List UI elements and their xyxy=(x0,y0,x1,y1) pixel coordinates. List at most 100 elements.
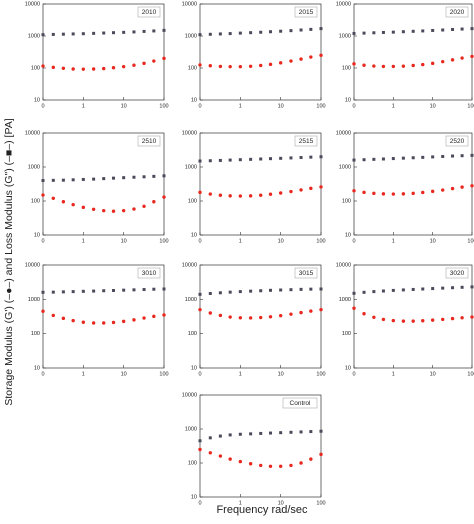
marker-circle xyxy=(259,63,263,68)
marker-circle xyxy=(460,56,464,60)
x-tick-label: 0 xyxy=(352,371,355,377)
panel-label: 2520 xyxy=(450,138,465,145)
marker-square xyxy=(431,287,435,291)
marker-circle xyxy=(81,205,86,210)
y-tick-label: 1000 xyxy=(185,164,197,170)
marker-square xyxy=(198,292,202,296)
marker-square xyxy=(299,156,303,160)
marker-circle xyxy=(208,451,212,455)
marker-circle xyxy=(41,64,45,68)
y-tick-label: 1000 xyxy=(185,33,197,39)
marker-square xyxy=(218,291,222,295)
y-tick-label: 10000 xyxy=(25,262,40,268)
marker-circle xyxy=(470,54,474,59)
marker-circle xyxy=(132,318,136,322)
marker-circle xyxy=(352,306,356,310)
x-tick-label: 10 xyxy=(278,238,284,244)
marker-square xyxy=(238,290,242,294)
marker-circle xyxy=(362,63,366,67)
panel-label: 2020 xyxy=(450,9,465,16)
y-tick-label: 10000 xyxy=(182,1,197,7)
panel-label-box xyxy=(445,135,469,147)
marker-square xyxy=(208,159,212,163)
marker-circle xyxy=(162,56,166,61)
marker-square xyxy=(81,177,85,181)
marker-circle xyxy=(319,452,323,457)
marker-circle xyxy=(162,195,166,199)
marker-square xyxy=(228,290,232,294)
marker-square xyxy=(61,32,65,36)
marker-circle xyxy=(362,190,366,195)
x-tick-label: 100 xyxy=(316,103,325,109)
marker-square xyxy=(299,430,303,434)
marker-circle xyxy=(102,66,106,71)
x-axis-label: Frequency rad/sec xyxy=(216,504,308,516)
marker-square xyxy=(460,27,464,31)
marker-square xyxy=(142,175,146,179)
marker-square xyxy=(92,289,96,293)
marker-square xyxy=(238,432,242,436)
marker-square xyxy=(81,289,85,293)
marker-square xyxy=(381,157,385,161)
marker-square xyxy=(401,156,405,160)
marker-circle xyxy=(71,318,75,323)
marker-circle xyxy=(299,57,303,61)
x-tick-label: 0 xyxy=(41,103,44,109)
y-tick-label: 10 xyxy=(345,232,351,238)
y-tick-label: 1000 xyxy=(339,297,351,303)
y-tick-label: 100 xyxy=(188,460,197,466)
panel-label: 2010 xyxy=(142,9,157,16)
marker-square xyxy=(249,157,253,161)
marker-circle xyxy=(411,63,415,68)
x-tick-label: 1 xyxy=(82,371,85,377)
marker-square xyxy=(208,32,212,36)
x-tick-label: 100 xyxy=(159,238,168,244)
marker-circle xyxy=(299,461,303,465)
x-tick-label: 100 xyxy=(316,238,325,244)
marker-square xyxy=(372,290,376,294)
marker-circle xyxy=(450,186,455,191)
plot-frame xyxy=(353,264,473,369)
marker-square xyxy=(259,431,263,435)
marker-square xyxy=(51,32,55,36)
plot-frame xyxy=(42,132,165,236)
marker-circle xyxy=(470,184,474,188)
marker-circle xyxy=(441,59,445,64)
marker-circle xyxy=(61,66,66,70)
y-tick-label: 10 xyxy=(345,97,351,103)
x-tick-label: 10 xyxy=(430,371,436,377)
panel-label-box xyxy=(294,135,318,147)
marker-square xyxy=(279,431,283,435)
panel-label-box xyxy=(445,6,469,18)
marker-circle xyxy=(391,64,396,69)
marker-circle xyxy=(391,318,396,323)
marker-square xyxy=(411,156,415,160)
marker-square xyxy=(319,27,323,31)
x-tick-label: 10 xyxy=(121,371,127,377)
marker-square xyxy=(218,32,222,36)
y-tick-label: 10000 xyxy=(336,1,351,7)
panel-label-box xyxy=(282,397,318,409)
marker-square xyxy=(102,177,106,181)
plot-frame xyxy=(42,264,165,369)
x-tick-label: 0 xyxy=(41,238,44,244)
marker-circle xyxy=(248,462,253,466)
marker-circle xyxy=(238,316,243,320)
marker-circle xyxy=(268,192,273,196)
marker-square xyxy=(470,153,474,157)
marker-square xyxy=(279,288,283,292)
marker-circle xyxy=(162,313,166,317)
x-tick-label: 10 xyxy=(278,103,284,109)
marker-square xyxy=(289,29,293,33)
y-tick-label: 10 xyxy=(191,97,197,103)
marker-square xyxy=(352,291,356,295)
marker-square xyxy=(269,30,273,34)
marker-circle xyxy=(132,63,136,67)
marker-circle xyxy=(198,190,202,195)
y-tick-label: 10 xyxy=(191,232,197,238)
marker-circle xyxy=(352,62,356,66)
marker-circle xyxy=(289,312,293,316)
marker-square xyxy=(381,30,385,34)
marker-square xyxy=(152,174,156,178)
marker-circle xyxy=(421,319,425,323)
